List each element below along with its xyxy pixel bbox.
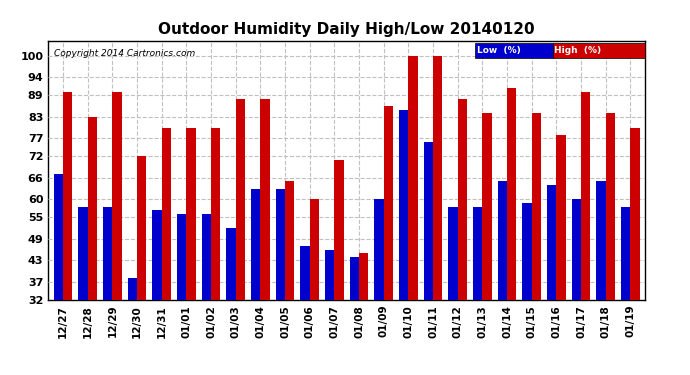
Text: Low  (%): Low (%) xyxy=(477,46,520,55)
Bar xyxy=(497,182,507,300)
Bar xyxy=(310,200,319,300)
Bar xyxy=(211,128,220,300)
FancyBboxPatch shape xyxy=(475,42,553,58)
Bar xyxy=(177,214,186,300)
Bar xyxy=(300,246,310,300)
Bar xyxy=(325,250,335,300)
Bar xyxy=(547,185,556,300)
Bar xyxy=(335,160,344,300)
Bar xyxy=(103,207,112,300)
Bar xyxy=(350,257,359,300)
Bar xyxy=(251,189,260,300)
Bar xyxy=(79,207,88,300)
Bar xyxy=(63,92,72,300)
Bar xyxy=(408,56,417,300)
Bar xyxy=(571,200,581,300)
Bar xyxy=(384,106,393,300)
Text: High  (%): High (%) xyxy=(555,46,602,55)
FancyBboxPatch shape xyxy=(553,42,645,58)
Text: Copyright 2014 Cartronics.com: Copyright 2014 Cartronics.com xyxy=(55,49,195,58)
Bar xyxy=(88,117,97,300)
Bar xyxy=(522,203,532,300)
Bar xyxy=(448,207,457,300)
Bar xyxy=(556,135,566,300)
Bar xyxy=(621,207,631,300)
Bar xyxy=(152,210,161,300)
Bar xyxy=(276,189,285,300)
Bar xyxy=(137,156,146,300)
Bar xyxy=(226,228,236,300)
Bar xyxy=(161,128,171,300)
Bar xyxy=(399,110,408,300)
Bar xyxy=(596,182,606,300)
Bar xyxy=(201,214,211,300)
Bar xyxy=(54,174,63,300)
Bar xyxy=(532,113,541,300)
Bar xyxy=(128,278,137,300)
Bar xyxy=(433,56,442,300)
Bar xyxy=(375,200,384,300)
Bar xyxy=(285,182,295,300)
Title: Outdoor Humidity Daily High/Low 20140120: Outdoor Humidity Daily High/Low 20140120 xyxy=(159,22,535,37)
Bar xyxy=(457,99,467,300)
Bar xyxy=(359,253,368,300)
Bar xyxy=(112,92,122,300)
Bar xyxy=(581,92,591,300)
Bar xyxy=(236,99,245,300)
Bar xyxy=(424,142,433,300)
Bar xyxy=(631,128,640,300)
Bar xyxy=(473,207,482,300)
Bar xyxy=(606,113,615,300)
Bar xyxy=(260,99,270,300)
Bar xyxy=(507,88,516,300)
Bar xyxy=(186,128,196,300)
Bar xyxy=(482,113,492,300)
